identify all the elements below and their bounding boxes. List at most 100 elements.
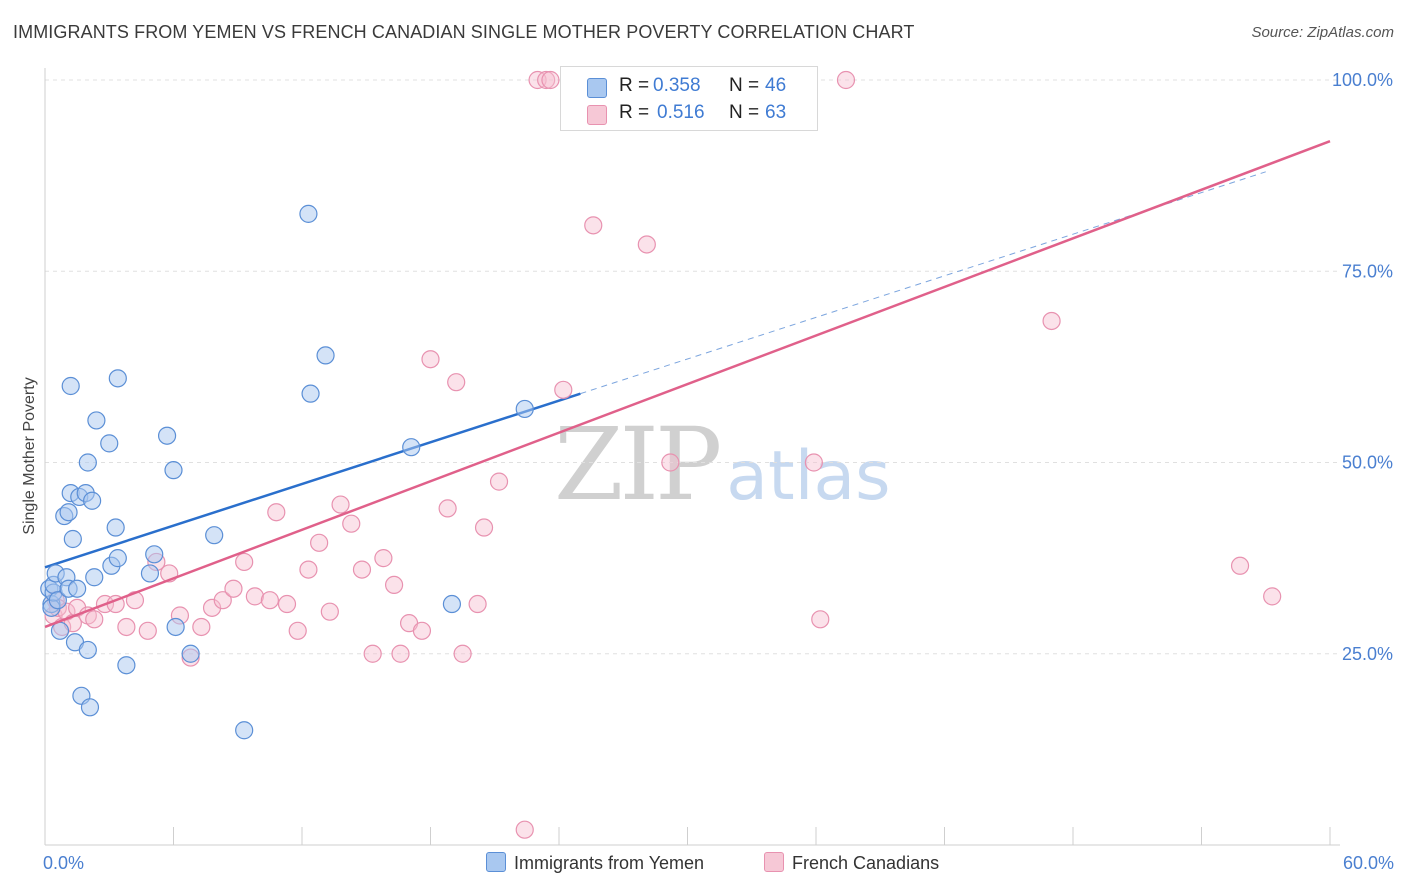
- trend-lines-french-canadians: [44, 140, 1331, 629]
- data-point-french-canadians: [541, 70, 560, 90]
- x-tick-label: 0.0%: [43, 853, 84, 873]
- data-point-french-canadians: [804, 453, 823, 472]
- y-tick-label: 100.0%: [1332, 70, 1393, 90]
- data-point-yemen: [85, 568, 104, 587]
- data-point-yemen: [87, 411, 106, 430]
- data-point-french-canadians: [438, 499, 457, 518]
- legend-item-french-canadians[interactable]: French Canadians: [764, 852, 939, 874]
- data-point-french-canadians: [412, 621, 432, 640]
- data-point-french-canadians: [138, 621, 157, 640]
- legend-swatch-yemen-icon: [486, 852, 506, 872]
- data-point-french-canadians: [554, 380, 573, 399]
- trend-lines-yemen: [44, 171, 1266, 569]
- data-point-french-canadians: [1230, 556, 1250, 575]
- data-point-french-canadians: [245, 587, 264, 606]
- n-value: 63: [765, 102, 787, 123]
- legend-label-french-canadians: French Canadians: [792, 853, 940, 873]
- stats-legend-box: R = 0.358 N = 46 R = 0.516 N = 63: [560, 66, 818, 131]
- data-point-french-canadians: [811, 610, 830, 629]
- x-tick-label: 60.0%: [1343, 853, 1394, 873]
- data-point-yemen: [106, 518, 125, 537]
- y-tick-label: 25.0%: [1342, 644, 1393, 664]
- data-point-french-canadians: [474, 518, 494, 537]
- data-point-french-canadians: [363, 644, 382, 663]
- source-label: Source: ZipAtlas.com: [1251, 24, 1394, 41]
- r-label: R =: [619, 75, 650, 96]
- swatch-yemen-icon: [587, 78, 607, 98]
- points-yemen: [40, 204, 534, 740]
- data-point-yemen: [140, 564, 160, 583]
- data-point-french-canadians: [213, 591, 232, 610]
- data-point-french-canadians: [836, 70, 856, 90]
- data-point-french-canadians: [310, 533, 329, 552]
- data-point-french-canadians: [453, 644, 472, 663]
- data-point-french-canadians: [117, 617, 136, 637]
- data-point-french-canadians: [224, 579, 243, 598]
- r-value: 0.358: [653, 75, 701, 96]
- data-point-french-canadians: [468, 594, 487, 614]
- data-point-french-canadians: [85, 610, 104, 629]
- data-point-yemen: [164, 461, 183, 480]
- legend-swatch-french-canadians-icon: [764, 852, 784, 872]
- legend-label-yemen: Immigrants from Yemen: [514, 853, 705, 873]
- data-point-french-canadians: [331, 495, 350, 514]
- data-point-yemen: [299, 204, 318, 223]
- data-point-yemen: [145, 545, 164, 564]
- data-point-french-canadians: [374, 549, 393, 568]
- data-point-yemen: [83, 491, 102, 510]
- data-point-yemen: [205, 526, 224, 545]
- data-point-yemen: [157, 426, 177, 445]
- data-point-french-canadians: [352, 560, 372, 579]
- data-point-yemen: [68, 579, 87, 598]
- watermark: ZIP atlas: [554, 406, 891, 523]
- x-tick-labels: 0.0% 60.0%: [43, 853, 1394, 873]
- y-tick-label: 50.0%: [1342, 453, 1393, 473]
- n-label: N =: [729, 75, 760, 96]
- data-point-yemen: [63, 529, 82, 549]
- data-point-yemen: [181, 644, 200, 663]
- data-point-french-canadians: [584, 216, 603, 235]
- data-point-french-canadians: [320, 602, 339, 621]
- data-point-french-canadians: [288, 621, 307, 640]
- chart-title: IMMIGRANTS FROM YEMEN VS FRENCH CANADIAN…: [13, 22, 915, 42]
- data-point-french-canadians: [1042, 311, 1061, 331]
- data-point-french-canadians: [391, 644, 410, 663]
- points-french-canadians: [44, 70, 1282, 839]
- data-point-yemen: [402, 438, 421, 457]
- data-point-french-canadians: [192, 617, 211, 637]
- data-point-yemen: [515, 399, 534, 419]
- data-point-yemen: [235, 721, 254, 740]
- data-point-french-canadians: [447, 373, 466, 392]
- data-point-yemen: [61, 376, 80, 396]
- data-point-french-canadians: [384, 575, 404, 595]
- data-point-yemen: [78, 453, 97, 472]
- axes: [44, 68, 1340, 846]
- legend-item-yemen[interactable]: Immigrants from Yemen: [486, 852, 704, 874]
- data-point-yemen: [100, 434, 119, 453]
- swatch-french-canadians-icon: [587, 105, 607, 125]
- data-point-yemen: [48, 591, 67, 610]
- data-point-french-canadians: [342, 514, 361, 533]
- y-tick-label: 75.0%: [1342, 261, 1393, 281]
- watermark-zip: ZIP: [554, 406, 722, 523]
- trend-line-french-canadians: [44, 140, 1331, 629]
- data-point-yemen: [301, 384, 320, 403]
- r-label: R =: [619, 102, 650, 123]
- data-point-yemen: [108, 369, 127, 388]
- data-point-french-canadians: [1263, 587, 1282, 606]
- data-point-french-canadians: [235, 552, 254, 572]
- data-point-yemen: [59, 503, 78, 522]
- data-point-french-canadians: [515, 820, 534, 839]
- n-label: N =: [729, 102, 760, 123]
- data-point-yemen: [117, 656, 136, 675]
- data-point-french-canadians: [537, 70, 556, 90]
- data-point-french-canadians: [260, 591, 279, 610]
- data-point-yemen: [316, 346, 335, 365]
- data-point-yemen: [442, 594, 462, 614]
- data-point-french-canadians: [421, 350, 440, 369]
- data-point-french-canadians: [277, 594, 297, 614]
- data-point-yemen: [78, 640, 97, 660]
- trend-line-yemen: [44, 392, 581, 569]
- data-point-french-canadians: [489, 472, 509, 491]
